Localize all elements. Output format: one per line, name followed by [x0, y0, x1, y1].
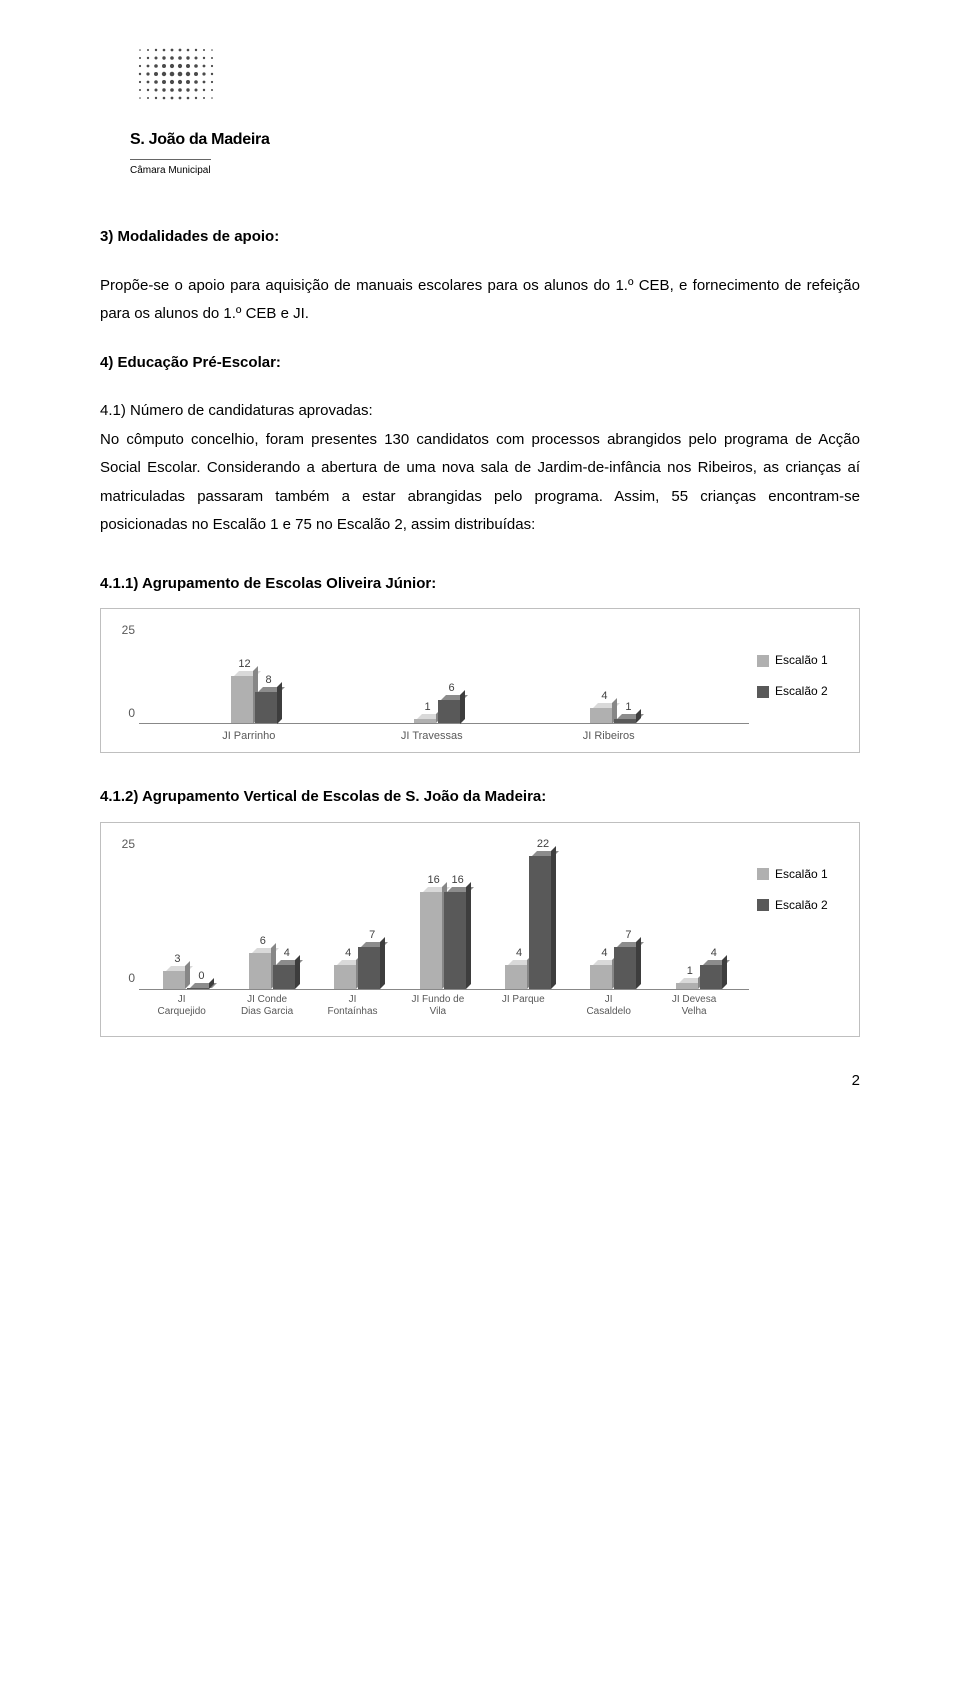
- bar-group: 1616: [420, 892, 466, 989]
- x-axis-label: JI Parque: [481, 994, 566, 1006]
- bar: 4: [590, 708, 612, 724]
- legend-label: Escalão 1: [775, 863, 828, 886]
- bar: 7: [614, 947, 636, 989]
- legend-label: Escalão 2: [775, 894, 828, 917]
- x-axis-label: JI CondeDias Garcia: [224, 994, 309, 1018]
- bar-group: 41: [590, 708, 636, 724]
- y-tick-label: 25: [122, 833, 135, 856]
- bar: 1: [414, 719, 436, 723]
- section4-heading: 4) Educação Pré-Escolar:: [100, 349, 860, 378]
- bar-value-label: 8: [255, 670, 283, 691]
- bar: 8: [255, 692, 277, 724]
- y-tick-label: 25: [122, 619, 135, 642]
- bar: 7: [358, 947, 380, 989]
- legend-swatch-icon: [757, 655, 769, 667]
- bar-value-label: 4: [273, 943, 301, 964]
- section4-body: 4.1) Número de candidaturas aprovadas:No…: [100, 397, 860, 540]
- legend-label: Escalão 2: [775, 680, 828, 703]
- bar-value-label: 16: [444, 870, 472, 891]
- bar-group: 422: [505, 856, 551, 989]
- logo-subtitle-text: Câmara Municipal: [130, 159, 211, 180]
- bar: 22: [529, 856, 551, 989]
- bar-group: 47: [590, 947, 636, 989]
- section3-heading: 3) Modalidades de apoio:: [100, 223, 860, 252]
- bar-group: 64: [249, 953, 295, 989]
- bar: 16: [444, 892, 466, 989]
- logo-title-text: S. João da Madeira: [130, 125, 860, 155]
- bar-group: 16: [414, 700, 460, 724]
- x-axis-label: JIFontaínhas: [310, 994, 395, 1018]
- bar: 1: [676, 983, 698, 989]
- bar: 0: [187, 988, 209, 989]
- legend-swatch-icon: [757, 899, 769, 911]
- chart411: 2501281641JI ParrinhoJI TravessasJI Ribe…: [100, 608, 860, 753]
- bar: 16: [420, 892, 442, 989]
- y-tick-label: 0: [128, 702, 135, 725]
- bar: 4: [505, 965, 527, 989]
- legend-item: Escalão 2: [757, 894, 849, 917]
- bar-value-label: 7: [614, 925, 642, 946]
- bar: 6: [438, 700, 460, 724]
- letterhead-logo: S. João da Madeira Câmara Municipal: [130, 40, 860, 183]
- chart412-heading: 4.1.2) Agrupamento Vertical de Escolas d…: [100, 783, 860, 812]
- bar-group: 128: [231, 676, 277, 724]
- legend-item: Escalão 2: [757, 680, 849, 703]
- bar-value-label: 22: [529, 834, 557, 855]
- bar: 4: [334, 965, 356, 989]
- legend-item: Escalão 1: [757, 863, 849, 886]
- bar-value-label: 4: [700, 943, 728, 964]
- legend-item: Escalão 1: [757, 649, 849, 672]
- x-axis-label: JI DevesaVelha: [651, 994, 736, 1018]
- bar-value-label: 6: [438, 678, 466, 699]
- bar: 4: [700, 965, 722, 989]
- bar: 3: [163, 971, 185, 989]
- page-number: 2: [100, 1067, 860, 1096]
- x-axis-label: JI Parrinho: [206, 726, 291, 747]
- x-axis-label: JI Travessas: [389, 726, 474, 747]
- bar-group: 14: [676, 965, 722, 989]
- x-axis-label: JICasaldelo: [566, 994, 651, 1018]
- legend-label: Escalão 1: [775, 649, 828, 672]
- bar-value-label: 1: [614, 697, 642, 718]
- bar-group: 47: [334, 947, 380, 989]
- chart-legend: Escalão 1 Escalão 2: [749, 833, 849, 925]
- bar-value-label: 7: [358, 925, 386, 946]
- legend-swatch-icon: [757, 686, 769, 698]
- chart412: 25030644716164224714JICarquejidoJI Conde…: [100, 822, 860, 1037]
- x-axis-label: JICarquejido: [139, 994, 224, 1018]
- bar: 4: [273, 965, 295, 989]
- logo-dot-pattern-icon: [130, 40, 220, 108]
- bar-group: 30: [163, 971, 209, 989]
- x-axis-label: JI Fundo deVila: [395, 994, 480, 1018]
- chart411-heading: 4.1.1) Agrupamento de Escolas Oliveira J…: [100, 570, 860, 599]
- bar: 12: [231, 676, 253, 724]
- y-tick-label: 0: [128, 967, 135, 990]
- bar: 4: [590, 965, 612, 989]
- section3-body: Propõe-se o apoio para aquisição de manu…: [100, 272, 860, 329]
- legend-swatch-icon: [757, 868, 769, 880]
- bar: 6: [249, 953, 271, 989]
- bar: 1: [614, 719, 636, 723]
- x-axis-label: JI Ribeiros: [566, 726, 651, 747]
- bar-value-label: 0: [187, 966, 215, 987]
- chart-legend: Escalão 1 Escalão 2: [749, 619, 849, 711]
